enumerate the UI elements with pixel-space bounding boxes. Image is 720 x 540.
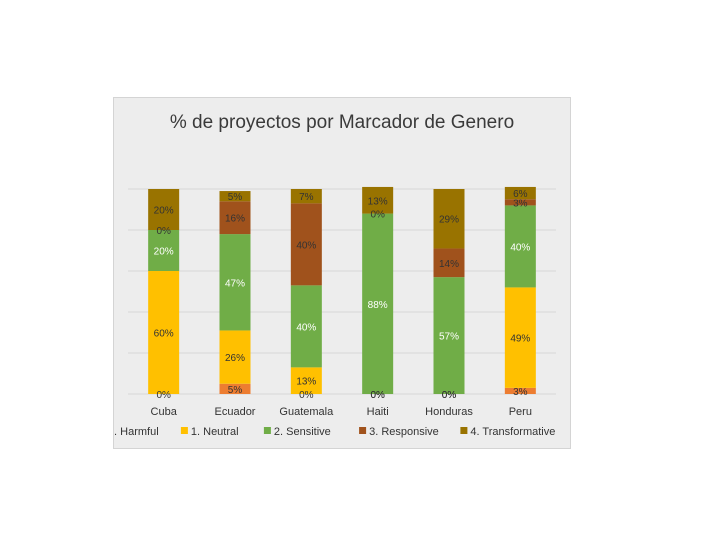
- data-label: 57%: [439, 332, 459, 343]
- data-label: 47%: [225, 278, 245, 289]
- legend-label: 4. Transformative: [470, 426, 555, 438]
- legend-label: 2. Sensitive: [274, 426, 331, 438]
- legend-item-4-transformative: 4. Transformative: [460, 426, 555, 438]
- legend-swatch: [460, 427, 468, 434]
- data-label: 0%: [442, 390, 457, 401]
- data-label: 0%: [442, 390, 457, 401]
- bar-ecuador-1-neutral: [219, 330, 251, 384]
- data-label: 13%: [296, 377, 316, 388]
- legend-label: 3. Responsive: [369, 426, 439, 438]
- legend-label: 0. Harmful: [114, 426, 159, 438]
- data-label: 60%: [154, 329, 174, 340]
- data-label: 6%: [513, 189, 528, 200]
- category-label: Honduras: [425, 406, 473, 418]
- legend: 0. Harmful 1. Neutral 2. Sensitive 3. Respo…: [114, 426, 555, 438]
- chart-area: % de proyectos por Marcador de Genero 0%…: [113, 97, 571, 449]
- bar-peru-2-sensitive: [504, 205, 536, 288]
- legend-label: 1. Neutral: [191, 426, 239, 438]
- bar-ecuador-4-transformative: [219, 191, 251, 202]
- data-label: 29%: [439, 215, 459, 226]
- legend-swatch: [359, 427, 367, 434]
- gridlines: [128, 188, 556, 395]
- category-label: Ecuador: [215, 406, 256, 418]
- category-label: Haiti: [367, 406, 389, 418]
- data-label: 14%: [439, 259, 459, 270]
- data-label: 40%: [510, 242, 530, 253]
- bar-guatemala-4-transformative: [290, 189, 322, 204]
- data-label: 20%: [154, 247, 174, 258]
- data-label: 40%: [296, 322, 316, 333]
- bar-honduras-2-sensitive: [433, 277, 465, 394]
- data-label: 13%: [368, 196, 388, 207]
- category-label: Guatemala: [279, 406, 334, 418]
- data-label: 0%: [370, 210, 385, 221]
- data-label: 3%: [513, 387, 528, 398]
- data-label: 26%: [225, 353, 245, 364]
- bar-haiti-4-transformative: [362, 186, 394, 214]
- data-label: 0%: [299, 390, 314, 401]
- legend-item-0-harmful: 0. Harmful: [114, 426, 159, 438]
- legend-swatch: [180, 427, 188, 434]
- legend-swatch: [263, 427, 271, 434]
- stacked-bar-chart: % de proyectos por Marcador de Genero 0%…: [114, 112, 556, 438]
- legend-item-1-neutral: 1. Neutral: [180, 426, 239, 438]
- bar-haiti-2-sensitive: [362, 213, 394, 394]
- bar-cuba-1-neutral: [148, 271, 180, 394]
- bar-honduras-4-transformative: [433, 189, 465, 249]
- bar-cuba-4-transformative: [148, 189, 180, 230]
- bar-guatemala-3-responsive: [290, 203, 322, 286]
- bar-ecuador-3-responsive: [219, 201, 251, 235]
- data-label: 16%: [225, 214, 245, 225]
- bar-guatemala-2-sensitive: [290, 285, 322, 368]
- data-label: 5%: [228, 385, 243, 396]
- data-label: 5%: [228, 192, 243, 203]
- bar-honduras-3-responsive: [433, 248, 465, 278]
- data-label: 0%: [370, 390, 385, 401]
- data-label: 88%: [368, 300, 388, 311]
- bar-peru-3-responsive: [504, 199, 536, 206]
- data-label: 40%: [296, 240, 316, 251]
- category-label: Peru: [509, 406, 532, 418]
- data-label: 0%: [370, 390, 385, 401]
- data-label: 0%: [156, 390, 171, 401]
- bars: [148, 186, 536, 394]
- data-labels: 0% 60% 20% 0% 20% 5% 26% 47% 16% 5% 0% 13% 40% 40% 7% 0…: [154, 189, 531, 401]
- bar-ecuador-0-harmful: [219, 383, 251, 394]
- legend-item-3-responsive: 3. Responsive: [359, 426, 439, 438]
- bar-cuba-2-sensitive: [148, 230, 180, 271]
- data-label: 7%: [299, 192, 314, 203]
- bar-guatemala-1-neutral: [290, 367, 322, 394]
- category-labels: Cuba Ecuador Guatemala Haiti Honduras Peru: [151, 406, 532, 418]
- legend-item-2-sensitive: 2. Sensitive: [263, 426, 331, 438]
- data-label: 0%: [156, 226, 171, 237]
- bar-peru-4-transformative: [504, 186, 536, 200]
- category-label: Cuba: [151, 406, 178, 418]
- chart-title: % de proyectos por Marcador de Genero: [170, 112, 514, 133]
- bar-ecuador-2-sensitive: [219, 234, 251, 331]
- data-label: 49%: [510, 334, 530, 345]
- bar-peru-1-neutral: [504, 287, 536, 388]
- data-label: 3%: [513, 198, 528, 209]
- data-label: 20%: [154, 206, 174, 217]
- bar-peru-0-harmful: [504, 387, 536, 394]
